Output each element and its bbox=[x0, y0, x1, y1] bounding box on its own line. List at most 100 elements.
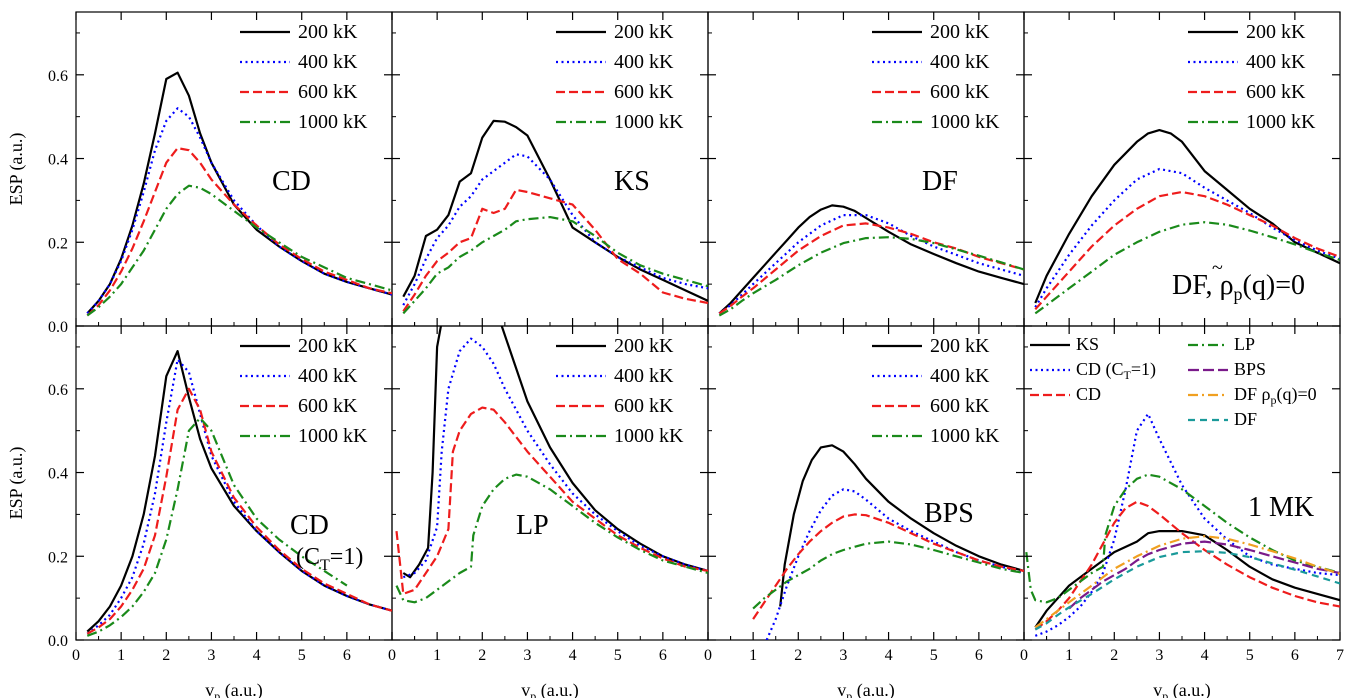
legend-label-cd: 400 kK bbox=[298, 51, 358, 73]
panel-label-cd1: CD bbox=[290, 510, 329, 541]
x-tick-label: 3 bbox=[839, 647, 847, 664]
legend-label-mk: LP bbox=[1234, 334, 1255, 354]
legend-label-ks: 600 kK bbox=[614, 81, 674, 103]
x-tick-label: 6 bbox=[659, 647, 667, 664]
legend-label-cd: 1000 kK bbox=[298, 111, 368, 133]
y-tick-label: 0.2 bbox=[48, 235, 68, 252]
x-tick-label: 2 bbox=[478, 647, 486, 664]
x-tick-label: 2 bbox=[162, 647, 170, 664]
x-tick-label: 5 bbox=[1246, 647, 1254, 664]
legend-label-ks: 200 kK bbox=[614, 21, 674, 43]
series-line-mk-df bbox=[1034, 550, 1340, 631]
x-tick-label: 6 bbox=[343, 647, 351, 664]
series-line-cd1-200-kk bbox=[86, 350, 392, 633]
x-tick-label: 4 bbox=[1201, 647, 1209, 664]
series-line-lp-200-kk bbox=[402, 326, 708, 579]
panel-df0-lines bbox=[1034, 129, 1340, 315]
series-line-df-200-kk bbox=[718, 204, 1024, 315]
legend-label-df0: 200 kK bbox=[1246, 21, 1306, 43]
series-line-mk-df-rho-0 bbox=[1034, 535, 1340, 629]
series-line-bps-200-kk bbox=[779, 444, 1024, 607]
legend-label-lp: 600 kK bbox=[614, 395, 674, 417]
x-tick-label: 2 bbox=[1110, 647, 1118, 664]
legend-label-cd: 200 kK bbox=[298, 21, 358, 43]
y-tick-label: 0.0 bbox=[48, 633, 68, 650]
x-axis-label: vp (a.u.) bbox=[1153, 680, 1210, 698]
panel-label-df0: DF, ρp(q)=0 bbox=[1172, 270, 1305, 304]
x-tick-label: 3 bbox=[207, 647, 215, 664]
series-line-cd-1000-kk bbox=[86, 184, 392, 317]
legend-label-df: 600 kK bbox=[930, 81, 990, 103]
series-line-ks-400-kk bbox=[402, 153, 708, 306]
legend-label-bps: 600 kK bbox=[930, 395, 990, 417]
x-tick-label: 1 bbox=[117, 647, 125, 664]
y-tick-label: 0.4 bbox=[48, 466, 68, 483]
x-tick-label: 5 bbox=[614, 647, 622, 664]
legend-label-lp: 400 kK bbox=[614, 365, 674, 387]
series-line-ks-600-kk bbox=[402, 188, 708, 312]
x-tick-label: 4 bbox=[885, 647, 893, 664]
series-line-mk-lp bbox=[1025, 473, 1340, 604]
panel-label-mk: 1 MK bbox=[1248, 492, 1314, 523]
legend-label-lp: 1000 kK bbox=[614, 425, 684, 447]
series-line-cd1-600-kk bbox=[86, 387, 392, 635]
series-line-df0-600-kk bbox=[1034, 190, 1340, 311]
y-tick-label: 0.6 bbox=[48, 68, 68, 85]
legend-label-mk: DF ρp(q)=0 bbox=[1234, 384, 1317, 407]
y-tick-label: 0.4 bbox=[48, 152, 68, 169]
axes: 0.0 0.2 0.4 0.6 ESP (a.u.) 0 1 2 3 4 5 6 vp (a.u.) 0.… bbox=[6, 12, 1344, 698]
legend-label-bps: 400 kK bbox=[930, 365, 990, 387]
legend-label-cd: 600 kK bbox=[298, 81, 358, 103]
panel-ks-lines bbox=[402, 119, 708, 315]
panel-label-df: DF bbox=[922, 166, 958, 197]
panel-label-cd: CD bbox=[272, 166, 311, 197]
series-line-mk-ks bbox=[1034, 530, 1340, 629]
x-tick-label: 6 bbox=[975, 647, 983, 664]
panel-lp-lines bbox=[395, 326, 708, 604]
series-line-bps-600-kk bbox=[752, 513, 1024, 620]
panel-cd-lines bbox=[86, 71, 392, 317]
x-tick-label: 0 bbox=[388, 647, 396, 664]
series-line-cd1-1000-kk bbox=[86, 417, 348, 637]
series-line-cd-600-kk bbox=[86, 147, 392, 317]
legend-label-cd1: 200 kK bbox=[298, 335, 358, 357]
x-tick-label: 1 bbox=[749, 647, 757, 664]
legend-label-mk: CD bbox=[1076, 384, 1101, 404]
legend-label-mk: BPS bbox=[1234, 359, 1266, 379]
series-line-df0-1000-kk bbox=[1034, 221, 1340, 315]
panel-label-cd1-ct: (CT=1) bbox=[296, 544, 363, 574]
series-line-lp-600-kk bbox=[395, 406, 708, 595]
legend-label-df0: 1000 kK bbox=[1246, 111, 1316, 133]
panel-mk-lines bbox=[1025, 412, 1340, 637]
legend-label-mk: CD (CT=1) bbox=[1076, 359, 1156, 382]
x-tick-label: 1 bbox=[1065, 647, 1073, 664]
panel-label-lp: LP bbox=[516, 510, 549, 541]
x-tick-label: 4 bbox=[253, 647, 261, 664]
legend-label-bps: 200 kK bbox=[930, 335, 990, 357]
series-line-mk-bps bbox=[1068, 540, 1340, 610]
x-tick-label: 0 bbox=[72, 647, 80, 664]
x-tick-label: 6 bbox=[1291, 647, 1299, 664]
panel-annotations: 200 kK 400 kK 600 kK 1000 kK CD 200 kK 400 kK 6… bbox=[240, 21, 1317, 574]
x-tick-label: 0 bbox=[1020, 647, 1028, 664]
series-lines bbox=[86, 71, 1340, 640]
y-tick-label: 0.6 bbox=[48, 382, 68, 399]
x-tick-label: 3 bbox=[1155, 647, 1163, 664]
y-tick-label: 0.2 bbox=[48, 549, 68, 566]
x-tick-label: 7 bbox=[1336, 647, 1344, 664]
x-axis-label: vp (a.u.) bbox=[837, 680, 894, 698]
series-line-mk-cd-ct-1 bbox=[1034, 412, 1340, 637]
series-line-df0-200-kk bbox=[1034, 129, 1340, 304]
legend-label-df: 400 kK bbox=[930, 51, 990, 73]
panel-label-ks: KS bbox=[614, 166, 650, 197]
x-tick-label: 0 bbox=[704, 647, 712, 664]
series-line-lp-1000-kk bbox=[395, 473, 708, 604]
panel-df-lines bbox=[718, 204, 1024, 317]
legend-label-cd1: 600 kK bbox=[298, 395, 358, 417]
legend-label-mk: DF bbox=[1234, 409, 1257, 429]
x-tick-label: 2 bbox=[794, 647, 802, 664]
legend-label-ks: 400 kK bbox=[614, 51, 674, 73]
series-line-df-1000-kk bbox=[718, 236, 1024, 317]
y-axis-label: ESP (a.u.) bbox=[6, 447, 27, 520]
